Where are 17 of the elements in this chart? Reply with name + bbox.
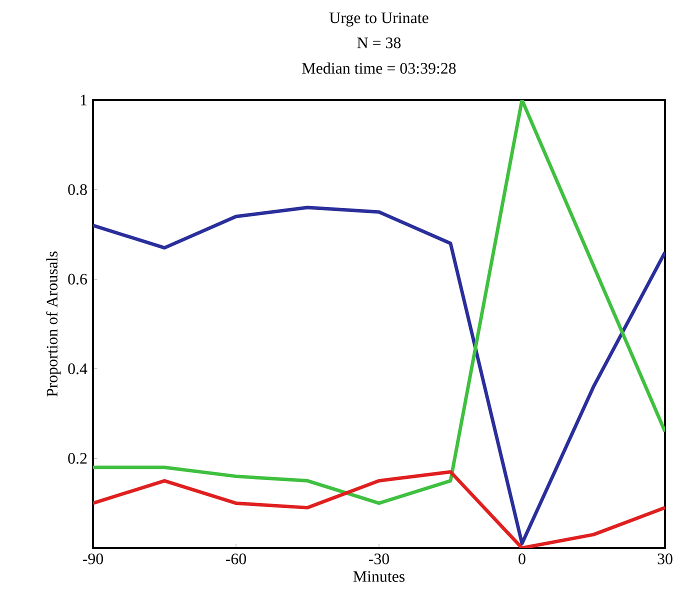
x-tick-label: 30 <box>658 554 672 564</box>
x-tick-label: -90 <box>82 554 104 564</box>
text: Median time = 03:39:28 <box>302 62 456 74</box>
x-tick-label: -30 <box>368 554 390 564</box>
y-tick-label: 0.4 <box>68 363 88 374</box>
y-tick-label: 0.6 <box>68 274 88 285</box>
chart-title: Urge to Urinate <box>329 12 428 26</box>
chart-subtitle: N = 38 <box>357 38 401 48</box>
x-tick-label: -60 <box>226 554 246 564</box>
y-axis-title: Proportion of Arousals <box>46 252 61 397</box>
line-series <box>93 470 666 548</box>
y-tick-label: 0.2 <box>68 452 87 464</box>
line-series <box>93 206 666 546</box>
y-tick-label: 1 <box>80 94 87 106</box>
x-axis-title: Minutes <box>353 571 405 582</box>
x-tick-label: 0 <box>518 554 526 564</box>
y-tick-label: 0.8 <box>68 184 87 195</box>
